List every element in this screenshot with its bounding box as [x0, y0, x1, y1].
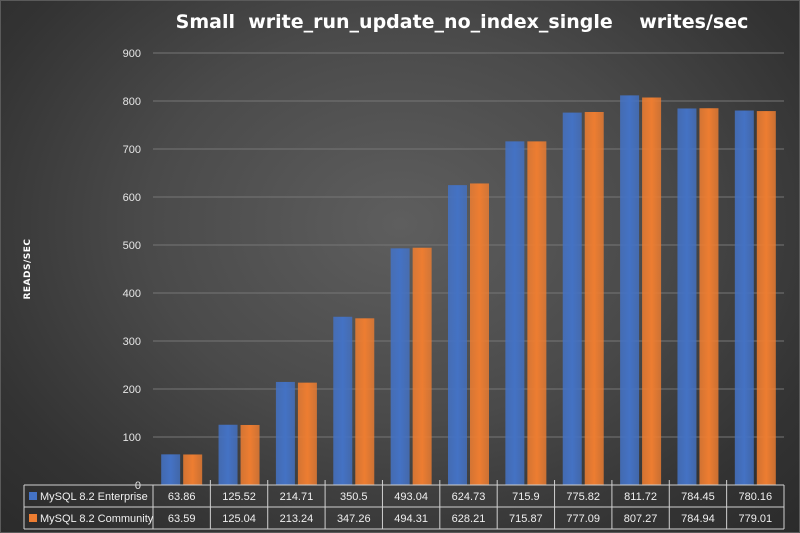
- legend-key-enterprise: [29, 492, 37, 500]
- bar-community: [240, 424, 260, 485]
- y-tick-label: 400: [123, 288, 141, 300]
- bar-community: [297, 382, 317, 485]
- bar-community: [699, 108, 719, 486]
- data-label: 780.16: [738, 491, 772, 503]
- bars: [161, 95, 776, 486]
- data-label: 628.21: [452, 513, 486, 525]
- data-label: 63.86: [168, 491, 196, 503]
- bar-enterprise: [505, 141, 525, 486]
- y-tick-label: 600: [123, 192, 141, 204]
- chart-title: Small write_run_update_no_index_single w…: [176, 11, 749, 33]
- data-label: 715.87: [509, 513, 543, 525]
- y-tick-label: 0: [135, 480, 141, 492]
- data-label: 125.52: [222, 491, 256, 503]
- bar-enterprise: [390, 248, 410, 485]
- y-tick-label: 500: [123, 240, 141, 252]
- bar-enterprise: [677, 108, 697, 486]
- bar-community: [355, 318, 375, 485]
- y-tick-label: 100: [123, 432, 141, 444]
- bar-enterprise: [620, 95, 640, 486]
- data-label: 777.09: [566, 513, 600, 525]
- bar-community: [642, 97, 662, 485]
- bar-community: [412, 247, 432, 485]
- y-axis-label: READS/SEC: [23, 238, 33, 299]
- data-label: 63.59: [168, 513, 196, 525]
- data-label: 214.71: [280, 491, 314, 503]
- data-label: 493.04: [394, 491, 428, 503]
- bar-community: [183, 454, 203, 485]
- data-label: 213.24: [280, 513, 314, 525]
- bar-enterprise: [218, 424, 238, 485]
- bar-community: [584, 111, 604, 486]
- legend-label: MySQL 8.2 Community: [40, 513, 154, 525]
- bar-enterprise: [333, 316, 353, 485]
- y-tick-label: 900: [123, 48, 141, 60]
- bar-community: [756, 111, 776, 486]
- data-label: 775.82: [566, 491, 600, 503]
- y-axis-ticks: 0 100 200 300 400 500 600 700 800 900: [123, 48, 141, 492]
- data-table: MySQL 8.2 Enterprise 63.86 125.52 214.71 350…: [23, 480, 785, 530]
- bar-enterprise: [562, 112, 582, 486]
- y-tick-label: 200: [123, 384, 141, 396]
- bar-enterprise: [448, 185, 467, 486]
- data-label: 811.72: [624, 491, 657, 503]
- y-tick-label: 800: [123, 96, 141, 108]
- data-label: 125.04: [222, 513, 256, 525]
- data-label: 807.27: [624, 513, 658, 525]
- bar-enterprise: [161, 454, 181, 485]
- data-label: 715.9: [512, 491, 540, 503]
- bar-community: [527, 141, 547, 486]
- data-label: 494.31: [394, 513, 428, 525]
- data-label: 784.94: [681, 513, 715, 525]
- data-label: 779.01: [738, 513, 772, 525]
- data-label: 624.73: [452, 491, 486, 503]
- data-label: 350.5: [340, 491, 368, 503]
- data-label: 347.26: [337, 513, 371, 525]
- legend-key-community: [29, 514, 37, 522]
- data-label: 784.45: [681, 491, 715, 503]
- bar-community: [470, 183, 489, 485]
- bar-enterprise: [734, 110, 754, 486]
- y-tick-label: 300: [123, 336, 141, 348]
- legend-label: MySQL 8.2 Enterprise: [40, 491, 148, 503]
- y-tick-label: 700: [123, 144, 141, 156]
- bar-enterprise: [275, 381, 295, 485]
